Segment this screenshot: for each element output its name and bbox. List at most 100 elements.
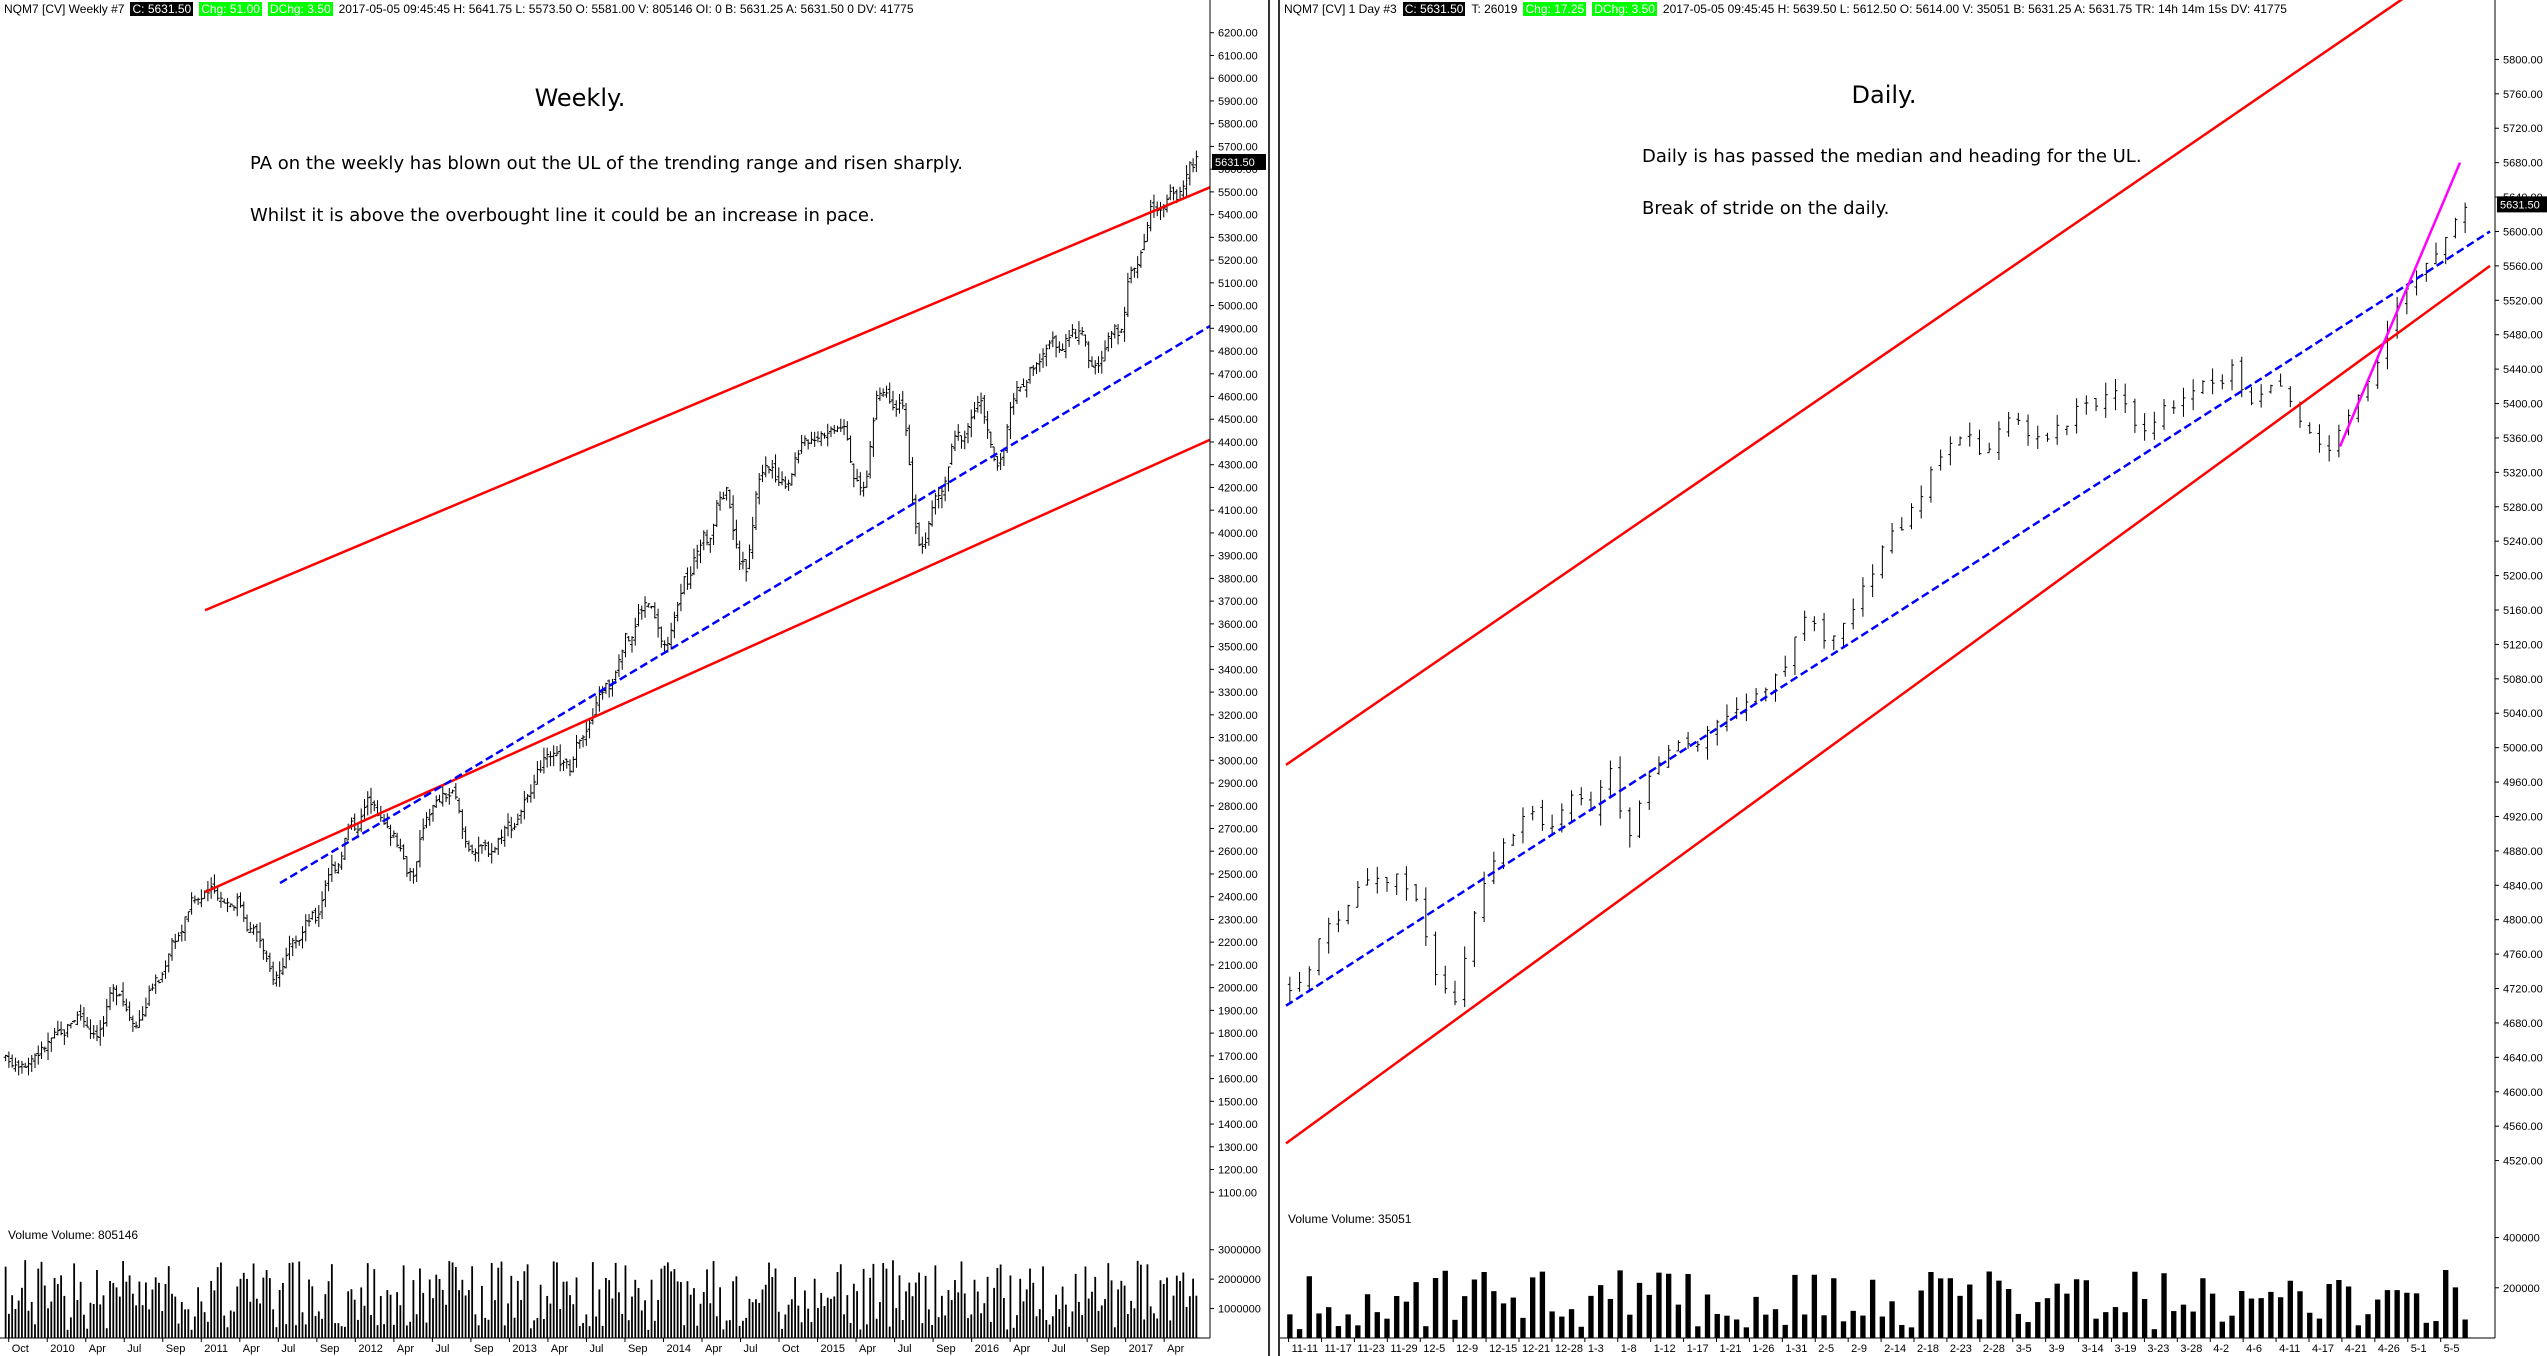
w-ohlc-bar: [1194, 150, 1199, 173]
w-ohlc-bar: [447, 787, 452, 805]
d-ohlc-bar: [1297, 971, 1302, 992]
d-ohlc-bar: [2181, 387, 2186, 417]
w-ohlc-bar: [877, 387, 882, 401]
w-ohlc-bar: [470, 844, 475, 854]
w-ohlc-bar: [313, 907, 318, 924]
w-y-tick-label: 5000.00: [1218, 301, 1258, 313]
w-ohlc-bar: [855, 468, 860, 482]
w-ohlc-bar: [1184, 165, 1189, 197]
w-ohlc-bar: [587, 717, 592, 739]
w-ohlc-bar: [610, 678, 615, 697]
d-ohlc-bar: [1346, 904, 1351, 925]
w-y-tick-label: 4700.00: [1218, 369, 1258, 381]
w-ohlc-bar: [424, 812, 429, 829]
w-y-tick-label: 1400.00: [1218, 1119, 1258, 1131]
d-y-tick-label: 4600.00: [2503, 1087, 2543, 1099]
w-y-tick-label: 3000.00: [1218, 755, 1258, 767]
d-ohlc-bar: [2064, 425, 2069, 436]
d-y-tick-label: 5320.00: [2503, 467, 2543, 479]
w-ohlc-bar: [1093, 360, 1098, 375]
d-x-tick-label: 12-9: [1456, 1343, 1478, 1355]
d-x-tick-label: 11-11: [1292, 1343, 1319, 1355]
d-ohlc-bar: [1394, 873, 1399, 896]
w-x-tick-label: 2017: [1129, 1343, 1153, 1355]
d-x-tick-label: 11-17: [1325, 1343, 1352, 1355]
w-x-tick-label: Jul: [435, 1343, 449, 1355]
daily-price-chart[interactable]: 5800.005760.005720.005680.005640.005600.…: [1280, 0, 2547, 1356]
d-x-tick-label: 12-5: [1423, 1343, 1445, 1355]
weekly-price-chart[interactable]: 6200.00 6100.00 6000.00 5900.00 5800.00 5700.…: [0, 0, 1268, 1356]
weekly-median-line: [279, 324, 1211, 885]
w-ohlc-bar: [297, 940, 302, 946]
w-x-tick-label: Jul: [127, 1343, 141, 1355]
w-ohlc-bar: [267, 952, 272, 973]
w-ohlc-bar: [463, 826, 468, 848]
w-ohlc-bar: [121, 982, 126, 1007]
w-ohlc-bar: [822, 432, 827, 439]
w-ohlc-bar: [793, 452, 798, 477]
w-ohlc-bar: [39, 1041, 44, 1060]
d-x-tick-label: 5-1: [2411, 1343, 2427, 1355]
daily-chg-badge: Chg: 17.25: [1523, 2, 1587, 16]
w-ohlc-bar: [16, 1060, 21, 1076]
d-ohlc-bar: [1773, 673, 1778, 702]
d-x-tick-label: 12-21: [1522, 1343, 1550, 1355]
d-x-tick-label: 12-15: [1489, 1343, 1517, 1355]
w-ohlc-bar: [32, 1053, 37, 1068]
w-ohlc-bar: [506, 813, 511, 837]
w-x-tick-label: Sep: [936, 1343, 956, 1355]
d-ohlc-bar: [1734, 697, 1739, 720]
w-ohlc-bar: [1067, 329, 1072, 348]
daily-chart-panel[interactable]: NQM7 [CV] 1 Day #3 C: 5631.50 T: 26019 Chg:…: [1280, 0, 2547, 1356]
w-ohlc-bar: [496, 837, 501, 855]
w-ohlc-bar: [183, 916, 188, 941]
d-ohlc-bar: [2113, 378, 2118, 411]
daily-details: 2017-05-05 09:45:45 H: 5639.50 L: 5612.5…: [1662, 2, 2287, 16]
d-ohlc-bar: [1608, 760, 1613, 798]
daily-channel-upper: [1285, 0, 2404, 766]
w-ohlc-bar: [290, 937, 295, 957]
w-ohlc-bar: [280, 957, 285, 976]
d-ohlc-bar: [1715, 719, 1720, 746]
w-ohlc-bar: [966, 423, 971, 444]
weekly-chart-panel[interactable]: NQM7 [CV] Weekly #7 C: 5631.50 Chg: 51.00 D…: [0, 0, 1268, 1356]
d-ohlc-bar: [1433, 931, 1438, 986]
d-ohlc-bar: [1890, 522, 1895, 554]
d-y-tick-label: 5080.00: [2503, 674, 2543, 686]
d-ohlc-bar: [2055, 414, 2060, 445]
w-ohlc-bar: [763, 456, 768, 478]
w-x-tick-label: Apr: [243, 1343, 260, 1355]
w-ohlc-bar: [584, 721, 589, 746]
w-ohlc-bar: [656, 608, 661, 638]
w-ohlc-bar: [662, 640, 667, 652]
w-ohlc-bar: [926, 520, 931, 546]
w-ohlc-bar: [476, 836, 481, 862]
w-ohlc-bar: [890, 390, 895, 411]
w-ohlc-bar: [1168, 184, 1173, 201]
w-ohlc-bar: [629, 636, 634, 653]
d-ohlc-bar: [1336, 910, 1341, 933]
d-y-tick-label: 4760.00: [2503, 949, 2543, 961]
w-x-tick-label: 2016: [975, 1343, 999, 1355]
w-ohlc-bar: [114, 985, 119, 1006]
d-ohlc-bar: [2336, 424, 2341, 458]
w-ohlc-bar: [757, 473, 762, 505]
w-ohlc-bar: [718, 491, 723, 511]
w-ohlc-bar: [828, 426, 833, 438]
w-ohlc-bar: [150, 983, 155, 991]
w-ohlc-bar: [907, 424, 912, 466]
w-ohlc-bar: [231, 905, 236, 911]
w-ohlc-bar: [489, 843, 494, 864]
w-x-tick-label: Sep: [1090, 1343, 1110, 1355]
d-x-tick-label: 11-29: [1390, 1343, 1417, 1355]
d-ohlc-bar: [1569, 790, 1574, 823]
w-ohlc-bar: [147, 985, 152, 1007]
w-ohlc-bar: [861, 481, 866, 497]
d-y-tick-label: 5400.00: [2503, 399, 2543, 411]
panel-divider[interactable]: [1268, 0, 1280, 1356]
d-ohlc-bar: [1414, 884, 1419, 902]
w-y-tick-label: 1700.00: [1218, 1051, 1258, 1063]
w-ohlc-bar: [46, 1032, 51, 1060]
w-ohlc-bar: [52, 1028, 57, 1039]
w-y-tick-label: 4100.00: [1218, 505, 1258, 517]
